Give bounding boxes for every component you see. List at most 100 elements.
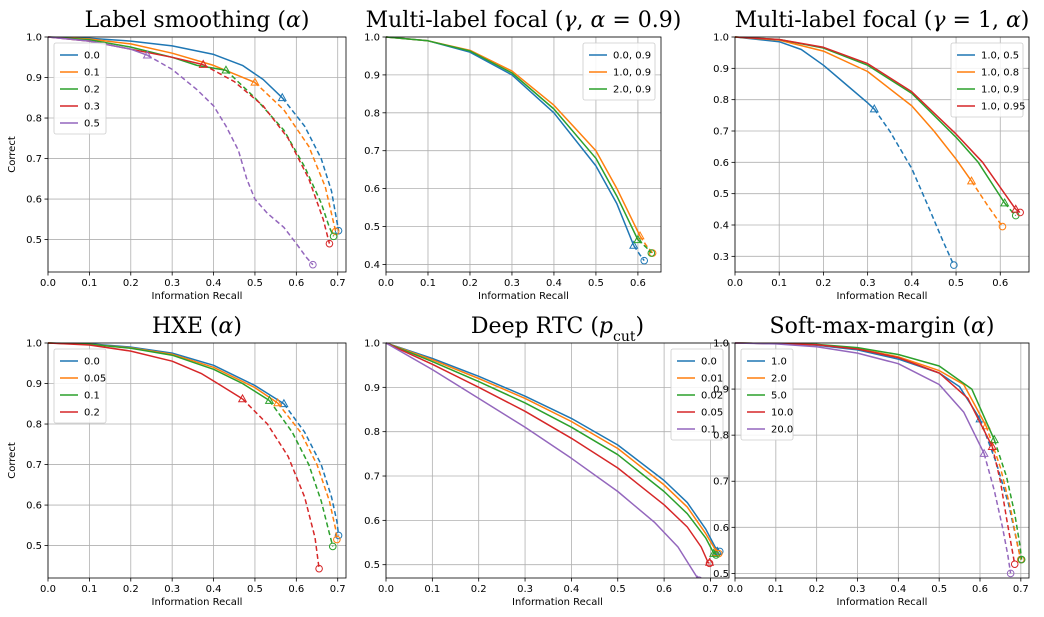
series-line-0.05 xyxy=(386,342,710,565)
y-tick-label: 0.6 xyxy=(713,158,729,169)
legend-entry: 0.1 xyxy=(84,391,100,402)
x-tick-label: 0.7 xyxy=(703,584,719,595)
y-tick-label: 0.9 xyxy=(26,73,42,84)
y-tick-label: 0.4 xyxy=(713,221,729,232)
legend: 0.0 0.1 0.2 0.3 0.5 xyxy=(53,42,107,135)
y-axis-label: Correct xyxy=(7,136,18,173)
chart-title: Soft-max-margin (α) xyxy=(770,314,995,339)
y-tick-label: 0.8 xyxy=(26,420,42,431)
series-circle-marker-1.0, 0.95 xyxy=(1016,208,1024,217)
series-line-0.2 xyxy=(48,342,243,400)
legend-entry: 10.0 xyxy=(771,408,793,419)
series-dashed-line-0.2 xyxy=(241,398,320,569)
x-tick-label: 0.1 xyxy=(768,584,784,595)
x-axis-label: Information Recall xyxy=(152,291,243,302)
x-tick-label: 0.1 xyxy=(81,584,97,595)
legend-entry: 0.05 xyxy=(84,374,106,385)
series-dashed-line-1.0, 0.8 xyxy=(970,180,1004,228)
series-line-0.01 xyxy=(386,342,720,555)
x-tick-label: 0.4 xyxy=(546,278,562,289)
y-tick-label: 1.0 xyxy=(713,339,729,350)
series-line-0.2 xyxy=(48,36,227,71)
x-tick-label: 0.2 xyxy=(809,584,825,595)
series-circle-marker-0.0 xyxy=(334,531,343,540)
y-tick-label: 0.7 xyxy=(713,477,729,488)
chart-title: Deep RTC (pcut) xyxy=(471,314,644,345)
x-tick-label: 0.2 xyxy=(471,584,487,595)
chart-title-part: HXE ( xyxy=(152,314,218,339)
legend-box xyxy=(950,42,1024,118)
series-triangle-marker-0.1 xyxy=(264,395,275,404)
series-line-0.5 xyxy=(48,36,148,56)
x-tick-label: 0.3 xyxy=(850,584,866,595)
legend-entry: 1.0 xyxy=(771,357,787,368)
chart-title-part: α xyxy=(971,314,986,339)
series-circle-marker-10.0 xyxy=(1010,560,1019,568)
x-axis-label: Information Recall xyxy=(837,291,928,302)
x-tick-label: 0.0 xyxy=(40,584,56,595)
series-dashed-line-0.05 xyxy=(277,402,338,540)
chart-title-part: γ xyxy=(932,8,946,33)
x-tick-label: 0.6 xyxy=(630,278,646,289)
chart-title: HXE (α) xyxy=(152,314,242,339)
x-tick-label: 0.0 xyxy=(40,278,56,289)
legend-entry: 0.0 xyxy=(84,357,100,368)
series-circle-marker-0.0, 0.9 xyxy=(640,256,649,265)
legend-entry: 0.0, 0.9 xyxy=(613,51,651,62)
y-tick-label: 0.5 xyxy=(364,222,380,233)
x-tick-label: 0.5 xyxy=(588,278,604,289)
x-tick-label: 0.3 xyxy=(164,584,180,595)
y-tick-label: 0.7 xyxy=(364,146,380,157)
y-tick-label: 0.8 xyxy=(713,431,729,442)
chart-panel-4: 0.0 0.1 0.2 0.3 0.4 0.5 0.6 0.7 0.5 0.6 0.7 0.8 0.9 1… xyxy=(7,314,347,608)
series-dashed-line-1.0 xyxy=(979,418,1022,560)
chart-panel-1: 0.0 0.1 0.2 0.3 0.4 0.5 0.6 0.7 0.5 0.6 0.7 0.8 0.9 1… xyxy=(7,8,347,302)
series-triangle-marker-10.0 xyxy=(987,441,997,450)
x-tick-label: 0.5 xyxy=(931,584,947,595)
y-tick-label: 0.5 xyxy=(26,541,42,552)
series-dashed-line-0.0 xyxy=(281,97,340,231)
series-circle-marker-2.0, 0.9 xyxy=(647,249,656,257)
x-tick-label: 0.2 xyxy=(123,584,139,595)
legend-entry: 0.2 xyxy=(84,85,100,96)
series-line-1.0, 0.95 xyxy=(735,36,1017,210)
chart-title-part: ) xyxy=(1021,8,1030,33)
series-line-2.0, 0.9 xyxy=(386,36,639,241)
series-circle-marker-1.0, 0.8 xyxy=(998,222,1007,231)
series-group xyxy=(386,342,724,578)
chart-title-part: ) xyxy=(301,8,310,33)
x-tick-label: 0.1 xyxy=(81,278,97,289)
series-dashed-line-2.0 xyxy=(985,425,1022,560)
chart-title-part: ) xyxy=(986,314,995,339)
chart-title-part: Label smoothing ( xyxy=(85,8,286,33)
series-line-0.0 xyxy=(386,342,721,552)
y-tick-label: 0.7 xyxy=(713,127,729,138)
y-tick-label: 1.0 xyxy=(364,33,380,44)
x-tick-label: 0.3 xyxy=(517,584,533,595)
x-tick-label: 0.0 xyxy=(378,278,394,289)
legend-entry: 20.0 xyxy=(771,425,793,436)
series-triangle-marker-20.0 xyxy=(979,448,989,457)
x-tick-label: 0.7 xyxy=(330,278,346,289)
series-dashed-line-5.0 xyxy=(993,439,1023,560)
series-triangle-marker-1.0, 0.5 xyxy=(869,104,879,113)
chart-title-part: ) xyxy=(636,314,645,339)
legend-entry: 1.0, 0.9 xyxy=(981,85,1019,96)
series-circle-marker-0.3 xyxy=(325,239,334,248)
y-tick-label: 0.5 xyxy=(26,235,42,246)
series-triangle-marker-0.0 xyxy=(279,398,289,408)
legend-entry: 1.0, 0.8 xyxy=(981,68,1019,79)
legend-box xyxy=(740,348,794,441)
x-tick-label: 0.5 xyxy=(247,278,263,289)
y-tick-label: 0.9 xyxy=(364,383,380,394)
legend-entry: 2.0, 0.9 xyxy=(613,85,651,96)
y-tick-label: 0.8 xyxy=(713,95,729,106)
series-triangle-marker-0.0, 0.9 xyxy=(629,240,639,249)
series-line-0.1 xyxy=(386,342,699,578)
series-triangle-marker-0.05 xyxy=(273,397,283,407)
y-tick-label: 0.8 xyxy=(364,427,380,438)
series-circle-marker-0.1 xyxy=(695,576,702,578)
series-triangle-marker-0.3 xyxy=(198,59,208,68)
x-tick-label: 0.1 xyxy=(771,278,787,289)
